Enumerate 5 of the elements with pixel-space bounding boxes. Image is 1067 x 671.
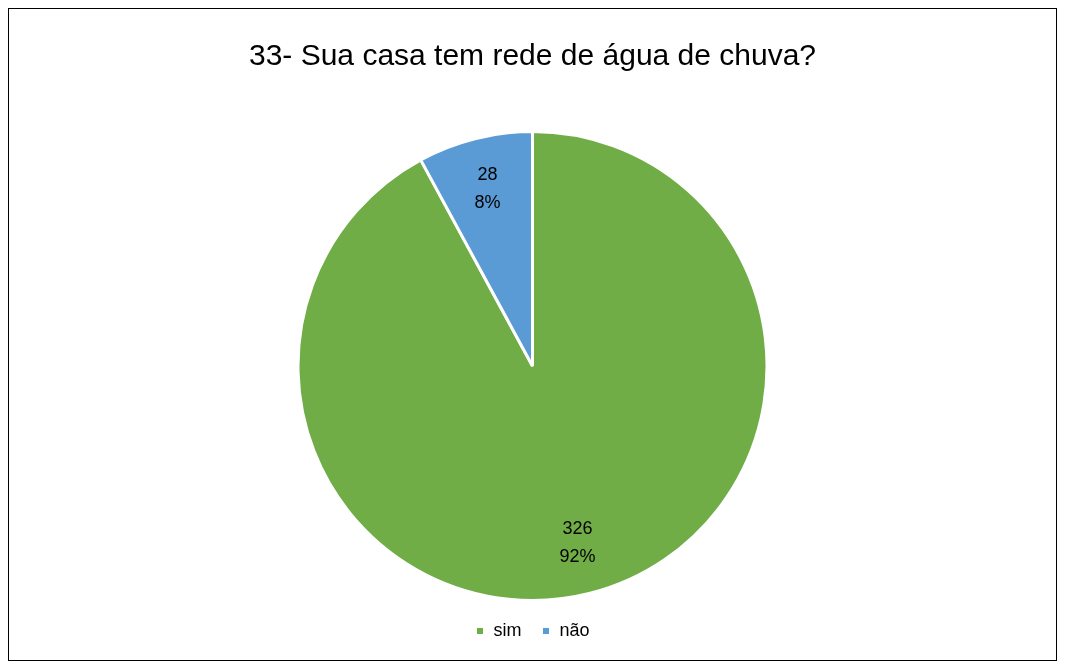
data-label: 326 92% — [559, 518, 596, 567]
legend-label: não — [559, 619, 590, 640]
legend-label: sim — [493, 619, 522, 640]
data-label: 28 8% — [474, 163, 501, 212]
chart-title: 33- Sua casa tem rede de água de chuva? — [248, 38, 817, 72]
